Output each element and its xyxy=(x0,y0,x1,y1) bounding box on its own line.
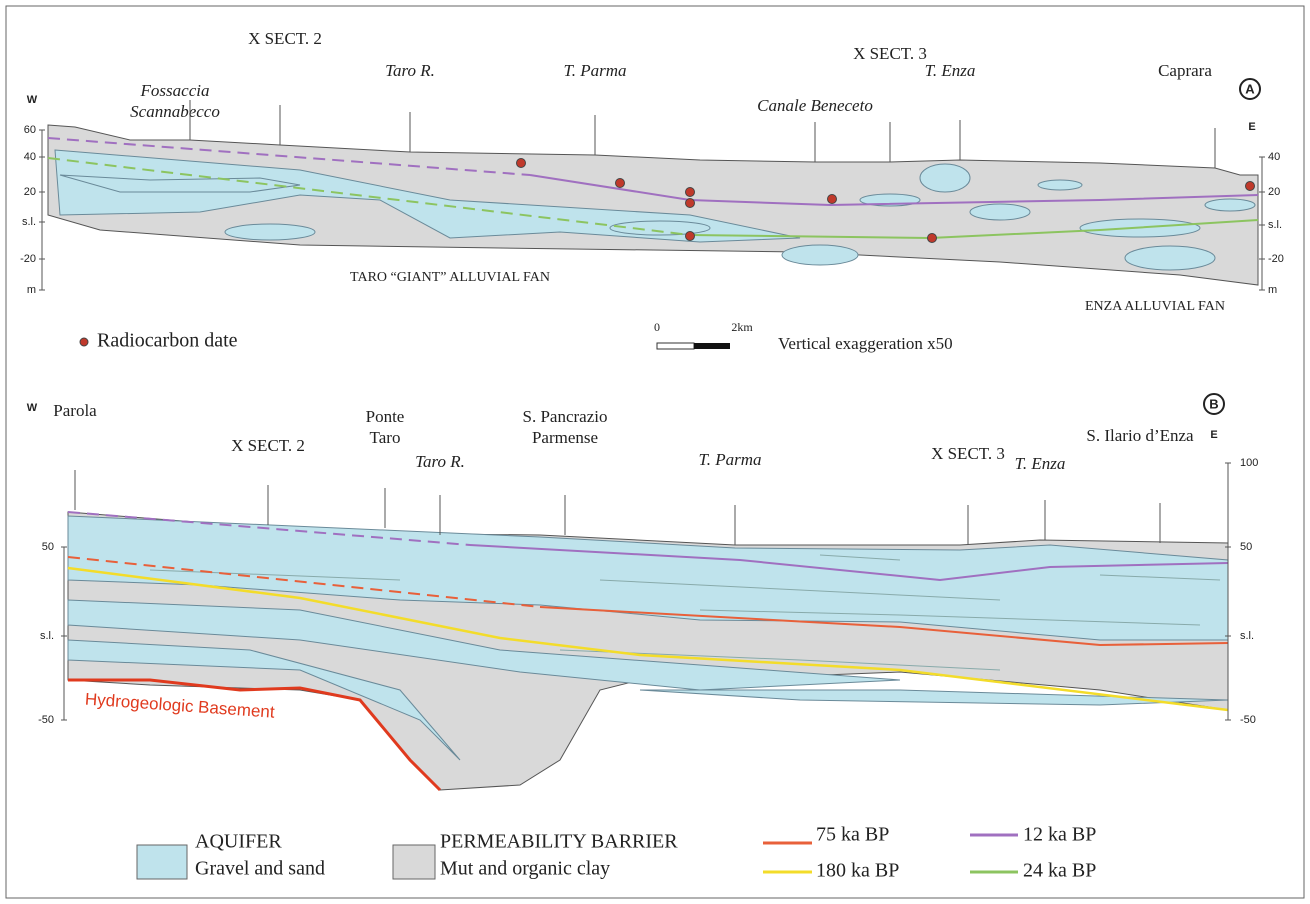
place-label: X SECT. 3 xyxy=(853,44,927,63)
axis-label: m xyxy=(27,284,36,296)
direction-label: W xyxy=(27,402,38,414)
aquifer-a xyxy=(54,149,1256,271)
radiocarbon-dots xyxy=(79,158,1255,347)
axis-label: 50 xyxy=(42,541,54,553)
basement-label: Hydrogeologic Basement xyxy=(84,690,275,722)
place-label: T. Parma xyxy=(564,61,627,80)
place-label: Parmense xyxy=(532,428,598,447)
axis-label: s.l. xyxy=(22,216,36,228)
legend-label: Mut and organic clay xyxy=(440,858,610,880)
legend-label: Radiocarbon date xyxy=(97,330,238,352)
place-label: Canale Beneceto xyxy=(757,96,873,115)
axis-label: -50 xyxy=(1240,714,1256,726)
axis-label: s.l. xyxy=(40,630,54,642)
line-75ka xyxy=(539,606,1229,647)
place-label: X SECT. 2 xyxy=(248,29,322,48)
place-label: T. Enza xyxy=(925,61,976,80)
legend-label: Gravel and sand xyxy=(195,858,325,880)
place-label: S. Pancrazio xyxy=(523,407,608,426)
legend-label: 12 ka BP xyxy=(1023,824,1096,846)
place-label: Fossaccia xyxy=(140,81,210,100)
place-label: T. Enza xyxy=(1015,454,1066,473)
legend-label: PERMEABILITY BARRIER xyxy=(440,831,678,853)
axis-label: -20 xyxy=(1268,253,1284,265)
line-180ka xyxy=(67,566,1229,712)
place-label: Parola xyxy=(53,401,97,420)
legend-aquifer-swatch xyxy=(136,844,188,880)
direction-label: E xyxy=(1210,429,1217,441)
panel-badge-label: B xyxy=(1209,396,1218,411)
scale-bar xyxy=(656,342,730,350)
scale-label: 2km xyxy=(731,320,753,334)
legend-barrier-swatch xyxy=(392,844,436,880)
place-label: Scannabecco xyxy=(130,102,220,121)
line-24ka xyxy=(689,219,1259,240)
place-label: Taro xyxy=(370,428,401,447)
panel-badge-label: A xyxy=(1245,81,1255,96)
fan-label: TARO “GIANT” ALLUVIAL FAN xyxy=(350,270,550,285)
place-label: S. Ilario d’Enza xyxy=(1086,426,1194,445)
place-label: Taro R. xyxy=(385,61,435,80)
line-12ka-b xyxy=(469,544,1229,582)
place-label: T. Parma xyxy=(699,450,762,469)
axis-label: m xyxy=(1268,284,1277,296)
line-12ka-dashed xyxy=(47,137,531,176)
exaggeration-label: Vertical exaggeration x50 xyxy=(778,334,953,353)
axis-label: -20 xyxy=(20,253,36,265)
fan-label: ENZA ALLUVIAL FAN xyxy=(1085,299,1225,314)
line-12ka xyxy=(529,174,1259,207)
frame xyxy=(5,5,1305,899)
axis-label: s.l. xyxy=(1240,630,1254,642)
axis-label: s.l. xyxy=(1268,219,1282,231)
axis-label: 40 xyxy=(24,151,36,163)
panel-badge xyxy=(1239,78,1261,100)
axis-label: 40 xyxy=(1268,151,1280,163)
legend-label: 180 ka BP xyxy=(816,860,899,882)
legend-label: AQUIFER xyxy=(195,831,282,853)
legend-label: 75 ka BP xyxy=(816,824,889,846)
basement-line xyxy=(68,678,442,792)
direction-label: W xyxy=(27,94,38,106)
place-label: Ponte xyxy=(366,407,405,426)
line-75ka-dashed xyxy=(67,556,541,608)
legend-label: 24 ka BP xyxy=(1023,860,1096,882)
axis-label: 20 xyxy=(24,186,36,198)
place-label: X SECT. 2 xyxy=(231,436,305,455)
layer-lines-b xyxy=(149,554,1221,671)
place-label: Caprara xyxy=(1158,61,1212,80)
panel-badge xyxy=(1203,393,1225,415)
place-label: Taro R. xyxy=(415,452,465,471)
axis-label: 100 xyxy=(1240,457,1258,469)
scale-label: 0 xyxy=(654,320,660,334)
line-24ka-dashed xyxy=(47,157,691,236)
axis-label: -50 xyxy=(38,714,54,726)
axis-label: 60 xyxy=(24,124,36,136)
line-12ka-b-dashed xyxy=(67,511,471,546)
axis-label: 50 xyxy=(1240,541,1252,553)
place-label: X SECT. 3 xyxy=(931,444,1005,463)
axis-label: 20 xyxy=(1268,186,1280,198)
direction-label: E xyxy=(1248,121,1255,133)
